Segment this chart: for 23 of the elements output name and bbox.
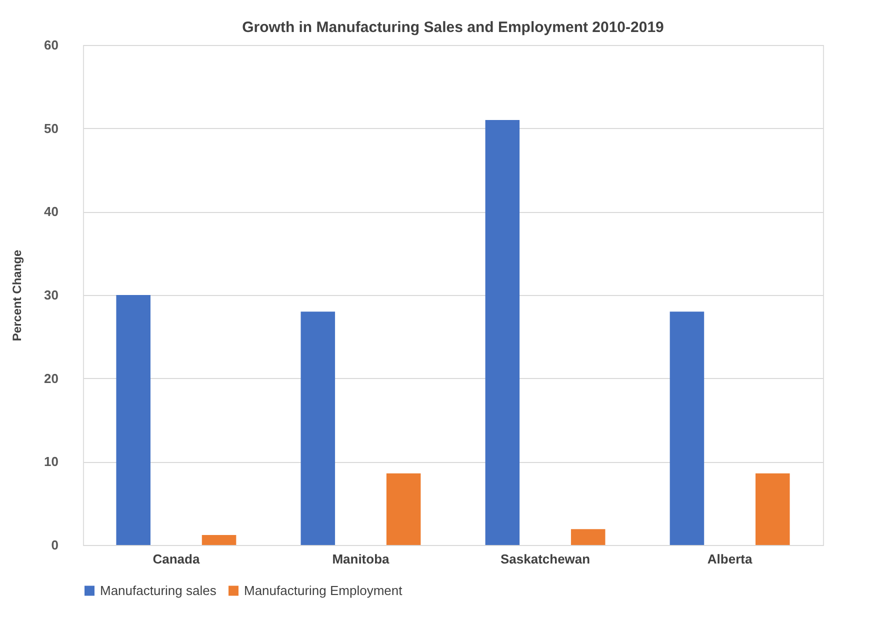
x-tick-label: Manitoba: [332, 552, 390, 566]
bar: [116, 295, 150, 545]
bar: [202, 535, 236, 545]
y-tick-label: 20: [44, 370, 58, 386]
bar: [756, 473, 790, 545]
y-tick-label: 10: [44, 454, 58, 470]
x-tick-label: Alberta: [707, 552, 753, 566]
bar: [300, 312, 336, 545]
y-tick-label: 60: [44, 38, 58, 52]
bar: [485, 120, 520, 545]
chart-title: Growth in Manufacturing Sales and Employment 2010-2019: [242, 19, 664, 36]
bar: [386, 473, 421, 545]
bar: [670, 312, 704, 545]
y-tick-label: 50: [44, 120, 58, 136]
x-tick-label: Saskatchewan: [500, 552, 590, 566]
bar: [570, 529, 606, 545]
legend-label: Manufacturing Employment: [244, 582, 403, 598]
legend-label: Manufacturing sales: [100, 582, 217, 598]
y-axis-title: Percent Change: [10, 249, 24, 342]
y-tick-label: 40: [44, 204, 58, 220]
x-tick-label: Canada: [152, 552, 200, 566]
y-tick-label: 0: [51, 538, 58, 552]
y-tick-label: 30: [44, 288, 58, 302]
